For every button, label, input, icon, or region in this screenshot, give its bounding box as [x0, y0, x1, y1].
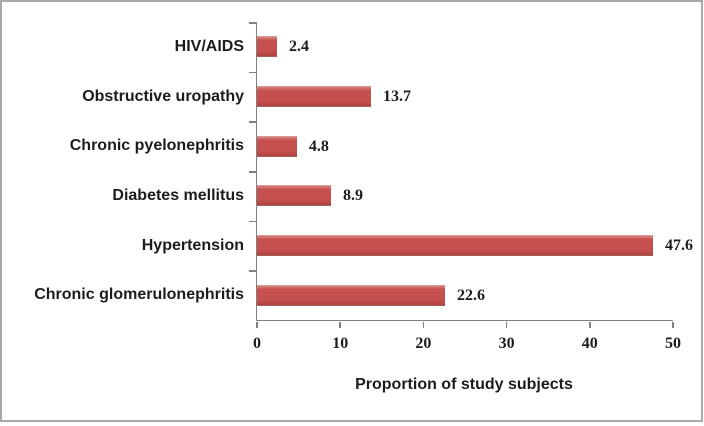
bar-row: 8.9	[257, 171, 673, 221]
y-axis-tick	[249, 171, 256, 173]
x-axis-tick	[672, 321, 674, 328]
x-axis-tick	[339, 321, 341, 328]
category-label: Chronic pyelonephritis	[69, 137, 244, 155]
category-label: Chronic glomerulonephritis	[34, 286, 244, 304]
bar	[257, 36, 277, 58]
bar	[257, 284, 446, 306]
y-axis-tick	[249, 71, 256, 74]
x-axis-tick-label: 30	[498, 335, 515, 352]
x-axis-tick-label: 20	[415, 335, 432, 352]
y-axis-tick	[249, 121, 256, 123]
bar-row: 47.6	[257, 221, 693, 271]
y-axis-tick	[249, 22, 256, 24]
category-label: HIV/AIDS	[174, 38, 244, 55]
bar-value-label: 22.6	[457, 286, 486, 304]
x-axis-title: Proportion of study subjects	[355, 376, 573, 393]
y-axis-tick	[249, 270, 256, 272]
x-axis-tick	[256, 321, 258, 328]
x-axis-tick	[505, 321, 508, 328]
x-axis-tick-label: 0	[253, 335, 261, 352]
plot-area: 2.4 13.7 4.8 8.9 47.6 22.6 0 10 20 30 40 50	[249, 22, 693, 352]
bar-value-label: 13.7	[382, 87, 411, 105]
bar-row: 4.8	[257, 121, 673, 171]
bar-value-label: 4.8	[308, 137, 329, 155]
bar	[257, 185, 332, 207]
x-axis-tick-label: 50	[665, 335, 681, 352]
bar-row: 13.7	[257, 72, 673, 122]
bar-value-label: 2.4	[288, 38, 309, 56]
bar	[257, 234, 654, 256]
bar-row: 2.4	[257, 22, 673, 72]
category-label: Hypertension	[141, 236, 244, 254]
category-label: Diabetes mellitus	[112, 187, 244, 204]
x-axis-tick-label: 10	[332, 335, 349, 352]
bar-row: 22.6	[257, 270, 673, 320]
bar-value-label: 8.9	[343, 187, 364, 205]
y-axis-tick	[249, 220, 256, 223]
x-axis-tick-label: 40	[581, 335, 598, 352]
bar	[257, 85, 371, 107]
category-axis-labels: HIV/AIDS Obstructive uropathy Chronic pyel…	[0, 22, 244, 320]
x-axis-tick	[422, 321, 425, 328]
bar	[257, 135, 297, 157]
category-label: Obstructive uropathy	[82, 87, 244, 105]
bar-value-label: 47.6	[665, 236, 694, 254]
x-axis-tick	[589, 321, 591, 328]
